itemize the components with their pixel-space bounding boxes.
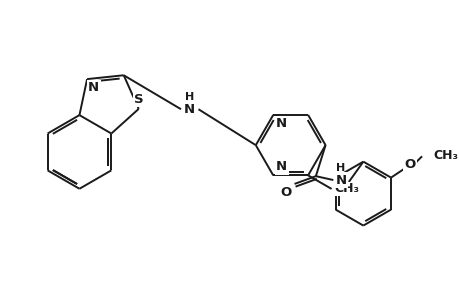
Text: S: S (134, 93, 143, 106)
Text: N: N (88, 81, 99, 94)
Text: N: N (275, 160, 287, 173)
Text: N: N (184, 103, 195, 116)
Text: CH₃: CH₃ (433, 149, 458, 162)
Text: CH₃: CH₃ (334, 182, 359, 195)
Text: O: O (280, 186, 291, 199)
Text: N: N (335, 173, 346, 187)
Text: O: O (404, 158, 415, 170)
Text: H: H (185, 92, 194, 103)
Text: H: H (336, 163, 345, 173)
Text: N: N (275, 117, 287, 130)
